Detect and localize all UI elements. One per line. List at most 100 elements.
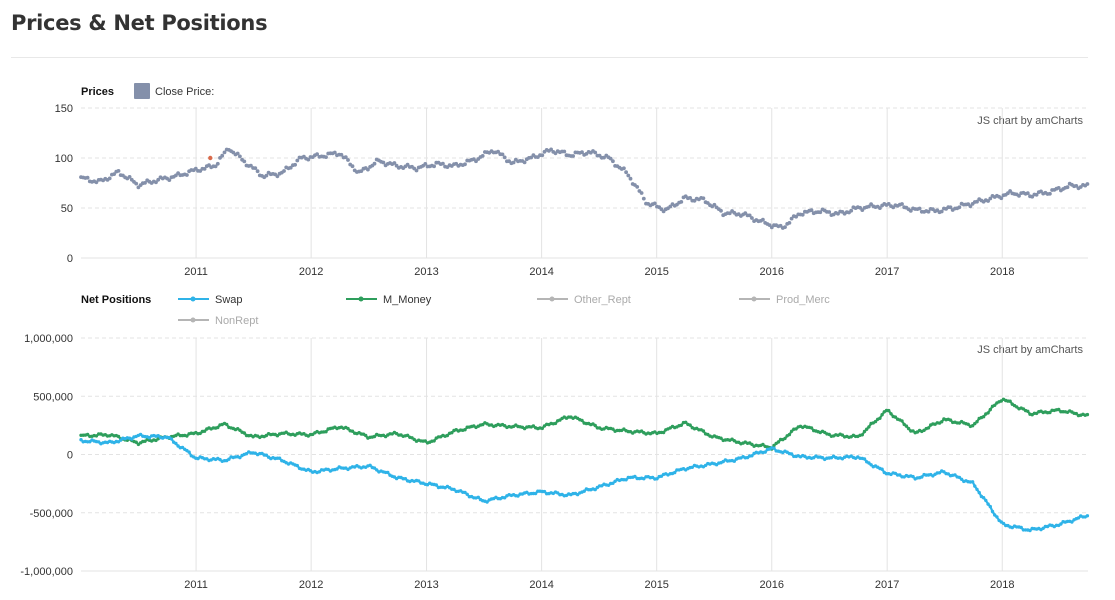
close-price-point[interactable] [500, 152, 505, 157]
m-money-point[interactable] [794, 427, 798, 431]
swap-point[interactable] [485, 500, 489, 504]
swap-point[interactable] [1070, 520, 1074, 524]
swap-point[interactable] [403, 477, 408, 481]
close-price-point[interactable] [107, 176, 112, 181]
close-price-point[interactable] [719, 208, 723, 213]
m-money-point[interactable] [423, 439, 427, 443]
swap-point[interactable] [465, 492, 469, 496]
close-price-point[interactable] [727, 211, 732, 216]
close-price-point[interactable] [917, 206, 922, 211]
m-money-point[interactable] [580, 418, 584, 423]
price-chart[interactable]: Prices Close Price: JS chart by amCharts… [0, 78, 1115, 278]
swap-point[interactable] [317, 470, 322, 474]
swap-point[interactable] [452, 487, 456, 492]
swap-point[interactable] [986, 502, 990, 506]
close-price-point[interactable] [288, 165, 293, 170]
close-price-point[interactable] [571, 154, 575, 158]
close-price-point[interactable] [134, 181, 139, 186]
m-money-point[interactable] [880, 413, 884, 417]
close-price-point[interactable] [639, 191, 644, 195]
m-money-point[interactable] [809, 426, 814, 430]
m-money-point[interactable] [225, 422, 229, 427]
close-price-point[interactable] [350, 164, 355, 169]
close-price-point[interactable] [522, 160, 527, 165]
swap-point[interactable] [959, 477, 964, 481]
swap-point[interactable] [169, 437, 174, 441]
m-money-point[interactable] [860, 433, 864, 437]
swap-point[interactable] [180, 445, 185, 450]
close-price-point[interactable] [809, 208, 814, 213]
m-money-point[interactable] [1085, 412, 1090, 417]
close-price-point[interactable] [116, 169, 121, 173]
swap-point[interactable] [375, 468, 379, 472]
close-price-point[interactable] [908, 209, 913, 213]
close-price-point[interactable] [156, 177, 161, 182]
legend-item-swap[interactable]: Swap [178, 294, 243, 306]
close-price-point[interactable] [220, 153, 225, 158]
swap-point[interactable] [763, 450, 767, 454]
close-price-point[interactable] [783, 225, 787, 230]
close-price-point[interactable] [540, 153, 545, 158]
m-money-point[interactable] [948, 418, 953, 422]
close-price-point[interactable] [867, 204, 871, 209]
m-money-point[interactable] [761, 442, 765, 447]
m-money-point[interactable] [827, 432, 831, 437]
close-price-point[interactable] [750, 216, 754, 220]
swap-point[interactable] [953, 473, 957, 477]
swap-series-line[interactable] [80, 433, 1088, 532]
m-money-point[interactable] [988, 407, 992, 412]
m-money-point[interactable] [865, 427, 869, 431]
close-price-point[interactable] [900, 202, 904, 206]
m-money-point[interactable] [116, 434, 121, 439]
close-price-point[interactable] [293, 162, 297, 167]
close-price-point[interactable] [502, 155, 507, 160]
swap-point[interactable] [984, 498, 988, 503]
close-price-point[interactable] [85, 175, 90, 180]
m-money-point[interactable] [1015, 405, 1019, 409]
swap-point[interactable] [990, 509, 995, 514]
close-price-point[interactable] [747, 213, 752, 218]
close-price-point[interactable] [926, 209, 931, 214]
swap-point[interactable] [957, 475, 962, 480]
close-price-point[interactable] [939, 209, 944, 214]
swap-point[interactable] [673, 470, 677, 475]
swap-point[interactable] [156, 434, 160, 438]
swap-point[interactable] [119, 438, 123, 442]
m-money-point[interactable] [611, 427, 615, 431]
m-money-point[interactable] [679, 423, 683, 427]
close-price-point[interactable] [1065, 185, 1070, 190]
m-money-point[interactable] [889, 412, 893, 416]
close-price-point[interactable] [143, 181, 147, 185]
m-money-point[interactable] [873, 419, 878, 424]
m-money-point[interactable] [1008, 399, 1012, 403]
close-price-point[interactable] [295, 158, 300, 163]
close-price-point[interactable] [818, 210, 823, 215]
swap-point[interactable] [238, 455, 242, 460]
close-price-point[interactable] [511, 160, 516, 165]
swap-point[interactable] [732, 459, 736, 463]
close-price-point[interactable] [562, 149, 567, 154]
swap-point[interactable] [516, 494, 520, 498]
swap-point[interactable] [1019, 525, 1023, 530]
m-money-point[interactable] [134, 440, 138, 444]
swap-point[interactable] [789, 452, 794, 456]
close-price-point[interactable] [975, 199, 979, 204]
m-money-point[interactable] [216, 425, 220, 430]
close-price-point[interactable] [1025, 191, 1030, 196]
m-money-point[interactable] [904, 424, 909, 428]
close-price-point[interactable] [215, 161, 220, 166]
close-price-point[interactable] [988, 196, 993, 201]
close-price-point[interactable] [359, 169, 364, 173]
m-money-point[interactable] [350, 429, 355, 433]
m-money-point[interactable] [372, 434, 377, 439]
swap-point[interactable] [533, 491, 538, 496]
m-money-point[interactable] [701, 429, 706, 433]
swap-point[interactable] [920, 475, 924, 479]
close-price-point[interactable] [688, 196, 692, 200]
swap-point[interactable] [633, 474, 637, 479]
m-money-point[interactable] [878, 416, 882, 420]
close-price-point[interactable] [635, 185, 640, 189]
close-price-point[interactable] [249, 163, 253, 168]
close-price-point[interactable] [167, 178, 172, 182]
close-price-point[interactable] [1074, 184, 1079, 188]
